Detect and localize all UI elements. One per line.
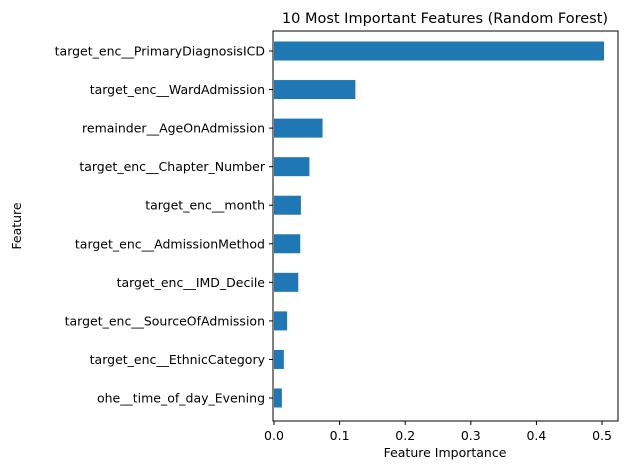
y-tick-label: target_enc__Chapter_Number [79,159,266,174]
x-tick-label: 0.4 [526,428,546,443]
x-tick-label: 0.5 [592,428,612,443]
y-axis-ticks: target_enc__PrimaryDiagnosisICD target_en… [55,44,273,406]
x-tick-label: 0.1 [330,428,350,443]
y-tick-label: target_enc__PrimaryDiagnosisICD [55,44,265,59]
bar [274,272,299,292]
y-tick-label: target_enc__WardAdmission [90,82,265,97]
x-axis-ticks: 0.0 0.1 0.2 0.3 0.4 0.5 [264,421,612,443]
y-tick-label: target_enc__EthnicCategory [90,352,266,367]
y-tick-label: target_enc__month [145,198,265,213]
y-tick-label: target_enc__AdmissionMethod [75,236,265,251]
x-tick-label: 0.0 [264,428,284,443]
y-tick-label: ohe__time_of_day_Evening [97,391,265,406]
bar [274,388,282,408]
y-axis-label: Feature [9,202,24,250]
bar [274,157,310,177]
bar [274,234,301,254]
y-tick-label: target_enc__SourceOfAdmission [65,313,265,328]
bar [274,195,301,215]
bar [274,41,604,61]
x-axis-label: Feature Importance [384,445,507,460]
plot-frame [272,30,619,422]
chart-title: 10 Most Important Features (Random Fores… [282,11,608,27]
bars-group [274,41,604,408]
bar [274,118,323,138]
x-tick-label: 0.3 [461,428,481,443]
y-tick-label: remainder__AgeOnAdmission [82,121,265,136]
bar [274,349,284,369]
x-tick-label: 0.2 [395,428,415,443]
bar [274,80,356,100]
y-tick-label: target_enc__IMD_Decile [117,275,266,290]
bar [274,311,288,331]
